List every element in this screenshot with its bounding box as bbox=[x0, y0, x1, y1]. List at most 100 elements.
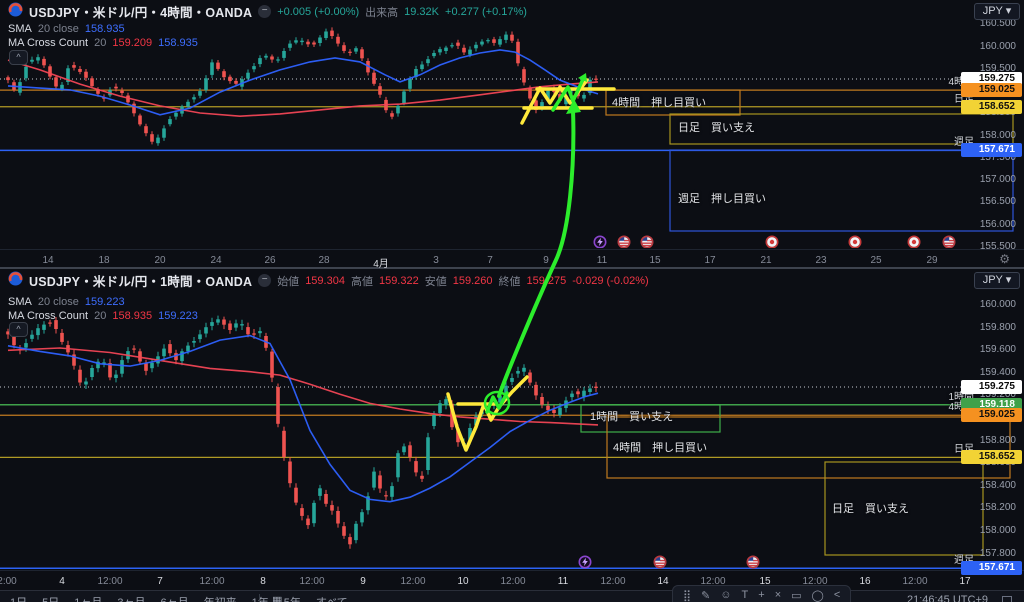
low-label: 安値 bbox=[424, 275, 447, 288]
collapse-symbol-icon[interactable]: − bbox=[258, 5, 272, 18]
sma-row: SMA 20 close 159.223 bbox=[8, 294, 125, 309]
calendar-icon[interactable]: ▦ bbox=[272, 595, 283, 602]
jp-flag-event-icon[interactable] bbox=[848, 235, 862, 248]
zone-annotation: 4時間 押し目買い bbox=[613, 442, 708, 454]
legend-collapse-button[interactable]: ^ bbox=[9, 50, 28, 65]
indicator-params: 20 close bbox=[37, 295, 79, 308]
time-axis-tick: 28 bbox=[318, 255, 330, 266]
moving-average-line bbox=[7, 334, 599, 503]
axis-settings-gear-icon[interactable]: ⚙ bbox=[999, 252, 1010, 266]
time-axis-tick: 12:00 bbox=[902, 576, 928, 587]
symbol-logo-icon bbox=[8, 271, 23, 291]
drawing-tool-icon[interactable]: < bbox=[833, 589, 841, 601]
range-button[interactable]: 1日 bbox=[10, 594, 27, 602]
symbol-logo-icon bbox=[8, 2, 23, 22]
time-axis-tick: 7 bbox=[157, 576, 163, 587]
lightning-event-icon[interactable] bbox=[578, 555, 592, 569]
zone-box[interactable] bbox=[606, 416, 1011, 479]
chart-panel-4h[interactable]: USDJPY・米ドル/円・4時間・OANDA − +0.005 (+0.00%)… bbox=[0, 0, 1024, 251]
close-value: 159.275 bbox=[526, 274, 567, 287]
time-axis-tick: 8 bbox=[260, 576, 266, 587]
jp-flag-event-icon[interactable] bbox=[907, 235, 921, 248]
range-button[interactable]: 1ヶ月 bbox=[74, 594, 102, 602]
price-badge: 159.025 bbox=[961, 408, 1022, 423]
time-axis-1h[interactable]: 2:00 4 12:00 7 12:00 8 12:00 9 12:00 10 12:00 11 12:… bbox=[0, 570, 1024, 590]
zone-box[interactable] bbox=[824, 461, 984, 556]
time-axis-tick: 12:00 bbox=[299, 576, 325, 587]
range-button[interactable]: 3ヶ月 bbox=[117, 594, 145, 602]
candlestick-chart[interactable] bbox=[0, 268, 1024, 570]
range-button[interactable]: 1年 bbox=[252, 594, 269, 602]
drawing-tool-icon[interactable]: ☺ bbox=[720, 589, 732, 601]
range-button[interactable]: 5日 bbox=[42, 594, 59, 602]
time-axis-tick: 16 bbox=[859, 576, 871, 587]
price-badge: 159.118 bbox=[961, 397, 1022, 412]
time-axis-tick: 29 bbox=[926, 255, 938, 266]
drawing-tool-icon[interactable]: ▭ bbox=[791, 590, 802, 602]
zone-box[interactable] bbox=[669, 149, 1014, 232]
zone-box[interactable] bbox=[580, 404, 721, 433]
price-scale-tick: 159.400 bbox=[979, 366, 1016, 378]
currency-button[interactable]: JPY ▾ bbox=[974, 272, 1020, 289]
range-button[interactable]: すべて bbox=[316, 594, 348, 602]
floating-drawing-toolbar[interactable]: ⣿ ✎ ☺ T + × ▭ ◯ < bbox=[672, 585, 852, 602]
zone-annotation: 日足 買い支え bbox=[678, 122, 755, 134]
bottom-toolbar: 1日 5日 1ヶ月 3ヶ月 6ヶ月 年初来 1年 5年 すべて | ▦ 21:46:45 UTC… bbox=[0, 590, 1024, 602]
drawing-tool-icon[interactable]: × bbox=[774, 589, 782, 601]
time-axis-tick: 12:00 bbox=[500, 576, 526, 587]
drawing-tool-icon[interactable]: ◯ bbox=[811, 590, 824, 602]
chart-panel-1h[interactable]: USDJPY・米ドル/円・1時間・OANDA − 始値 159.304 高値 1… bbox=[0, 268, 1024, 576]
time-axis-tick: 14 bbox=[657, 576, 669, 587]
timeframe-line-label: 週足 bbox=[954, 555, 974, 567]
indicator-name: SMA bbox=[8, 295, 32, 308]
high-value: 159.322 bbox=[378, 274, 419, 287]
drawing-tool-icon[interactable]: T bbox=[741, 589, 749, 601]
drawing-tool-icon[interactable]: ✎ bbox=[701, 590, 711, 602]
price-badge: 158.652 bbox=[961, 99, 1022, 114]
time-axis-tick: 26 bbox=[264, 255, 276, 266]
us-flag-event-icon[interactable] bbox=[617, 235, 631, 248]
clock-timezone[interactable]: 21:46:45 UTC+9 bbox=[906, 594, 988, 602]
legend-collapse-button[interactable]: ^ bbox=[9, 322, 28, 337]
us-flag-event-icon[interactable] bbox=[942, 235, 956, 248]
collapse-symbol-icon[interactable]: − bbox=[258, 274, 272, 287]
price-badge: 158.652 bbox=[961, 450, 1022, 465]
restore-icon[interactable] bbox=[1002, 596, 1012, 602]
time-axis-tick: 12:00 bbox=[199, 576, 225, 587]
zone-box[interactable] bbox=[669, 113, 1014, 145]
indicator-value: 159.223 bbox=[84, 295, 125, 308]
drawing-tool-icon[interactable]: + bbox=[758, 589, 765, 601]
range-button[interactable]: 5年 bbox=[284, 594, 301, 602]
us-flag-event-icon[interactable] bbox=[640, 235, 654, 248]
price-badge: 157.671 bbox=[961, 561, 1022, 576]
range-button[interactable]: 6ヶ月 bbox=[161, 594, 189, 602]
indicator-value-blue: 158.935 bbox=[158, 36, 198, 49]
timeframe-line-label: 日足 bbox=[954, 94, 974, 106]
time-axis-4h[interactable]: ⚙ 14 18 20 24 26 28 4月 3 7 9 11 15 17 21 23 25 29 bbox=[0, 249, 1024, 270]
symbol-row: USDJPY・米ドル/円・1時間・OANDA − 始値 159.304 高値 1… bbox=[8, 271, 649, 291]
price-change: -0.029 (-0.02%) bbox=[572, 274, 649, 287]
price-scale-tick: 157.500 bbox=[979, 151, 1016, 163]
price-badge: 159.025 bbox=[961, 83, 1022, 98]
time-axis-tick: 25 bbox=[870, 255, 882, 266]
range-button[interactable]: 年初来 bbox=[204, 594, 237, 602]
open-value: 159.304 bbox=[305, 274, 345, 287]
volume-value: 19.32K bbox=[404, 5, 440, 18]
zone-box[interactable] bbox=[605, 89, 741, 116]
time-axis-tick: 17 bbox=[704, 255, 716, 266]
time-axis-tick: 12:00 bbox=[600, 576, 626, 587]
price-scale-tick: 156.500 bbox=[979, 196, 1016, 208]
us-flag-event-icon[interactable] bbox=[653, 555, 667, 569]
drawn-green-zigzag-arrow[interactable] bbox=[551, 75, 586, 112]
ma-cross-row: MA Cross Count 20 159.209 158.935 bbox=[8, 35, 198, 50]
drawn-green-zigzag-arrow[interactable] bbox=[485, 391, 509, 414]
lightning-event-icon[interactable] bbox=[593, 235, 607, 248]
currency-button[interactable]: JPY ▾ bbox=[974, 3, 1020, 20]
jp-flag-event-icon[interactable] bbox=[765, 235, 779, 248]
time-axis-tick: 12:00 bbox=[97, 576, 123, 587]
price-scale-tick: 158.800 bbox=[979, 434, 1016, 446]
zone-annotation: 1時間 買い支え bbox=[590, 411, 674, 423]
drawing-tool-icon[interactable]: ⣿ bbox=[683, 590, 692, 602]
price-scale-tick: 159.800 bbox=[979, 321, 1016, 333]
us-flag-event-icon[interactable] bbox=[746, 555, 760, 569]
